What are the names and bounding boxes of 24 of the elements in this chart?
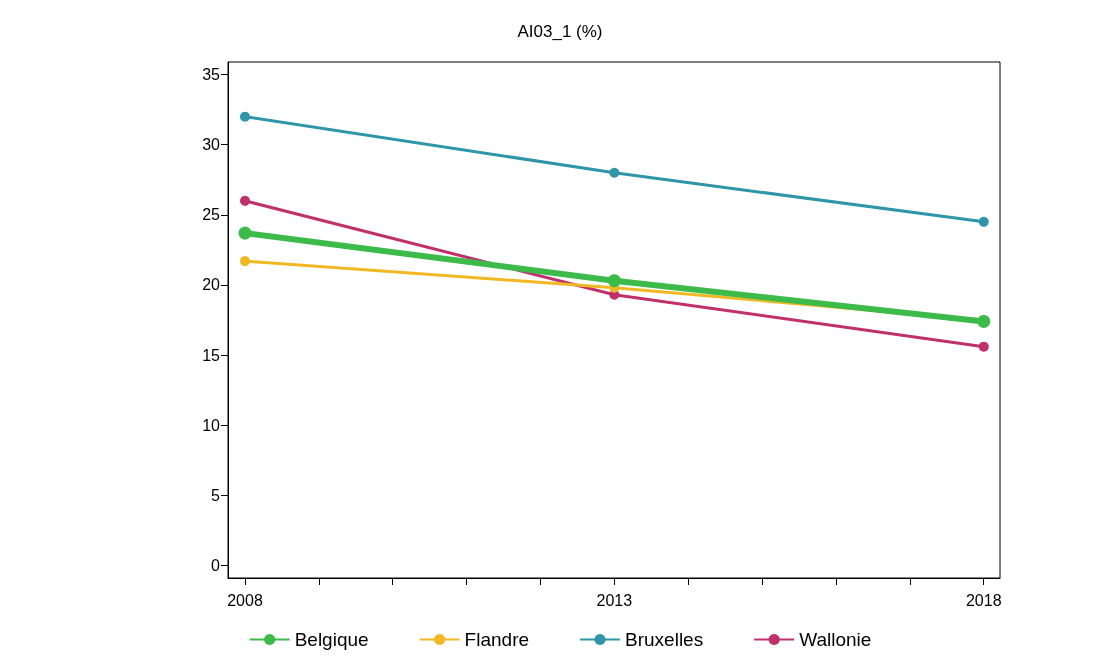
point [240,111,250,122]
x-tick-label: 2013 [596,591,633,609]
y-tick-label: 20 [202,276,221,294]
y-tick-label: 25 [202,206,221,224]
legend-label: Bruxelles [625,629,704,650]
point [978,341,989,352]
point [240,195,250,206]
chart-title: AI03_1 (%) [517,22,603,41]
y-tick-label: 15 [202,346,221,364]
legend-label: Wallonie [799,629,872,650]
point [609,167,620,178]
point [607,274,621,288]
point [240,256,250,267]
y-tick-label: 10 [202,416,221,434]
x-tick-label: 2008 [227,591,263,609]
legend-label: Flandre [464,629,530,650]
point [978,216,989,227]
y-tick-label: 5 [211,486,221,504]
y-tick-label: 35 [202,66,221,84]
legend-label: Belgique [294,629,369,650]
y-tick-label: 30 [202,136,221,154]
x-tick-label: 2018 [965,591,1002,609]
y-tick-label: 0 [211,556,221,574]
point [238,226,252,240]
